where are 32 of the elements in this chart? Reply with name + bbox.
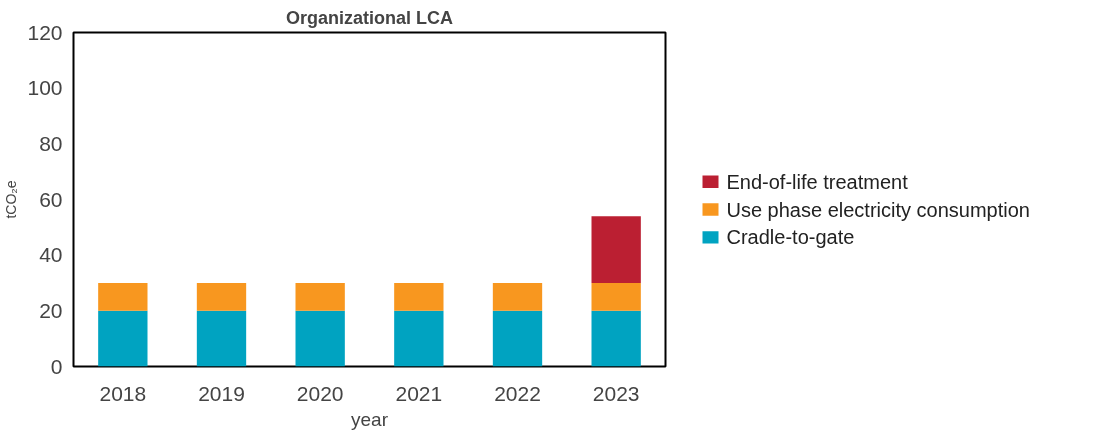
bar <box>295 310 345 367</box>
legend-label: End-of-life treatment <box>726 170 909 193</box>
legend-label: Use phase electricity consumption <box>726 198 1030 221</box>
bar <box>295 283 345 311</box>
y-tick-label: 60 <box>39 187 63 211</box>
y-tick-label: 40 <box>39 243 63 267</box>
y-tick-label: 0 <box>50 354 63 378</box>
x-tick-label: 2021 <box>395 381 443 405</box>
bar <box>492 283 543 311</box>
bar <box>98 310 148 367</box>
bar <box>591 283 641 311</box>
y-tick-label: 80 <box>39 131 63 155</box>
x-tick-label: 2018 <box>99 381 147 405</box>
y-tick-label: 100 <box>27 76 63 100</box>
bar <box>196 310 247 367</box>
bar <box>196 283 247 311</box>
x-tick-label: 2020 <box>296 381 344 405</box>
x-tick-label: 2019 <box>198 381 245 405</box>
bar <box>394 283 444 311</box>
x-tick-label: 2023 <box>592 381 640 405</box>
legend-label: Cradle-to-gate <box>726 226 855 249</box>
bar <box>394 310 444 367</box>
y-tick-label: 20 <box>39 298 63 322</box>
y-tick-label: 120 <box>27 20 63 44</box>
y-axis-title: tCO₂e <box>3 180 20 219</box>
x-tick-label: 2022 <box>494 381 541 405</box>
x-axis-title: year <box>351 408 389 430</box>
chart-title: Organizational LCA <box>286 7 454 28</box>
bar <box>492 310 543 367</box>
bar <box>591 216 641 283</box>
bar <box>591 310 641 367</box>
bar <box>98 283 148 311</box>
